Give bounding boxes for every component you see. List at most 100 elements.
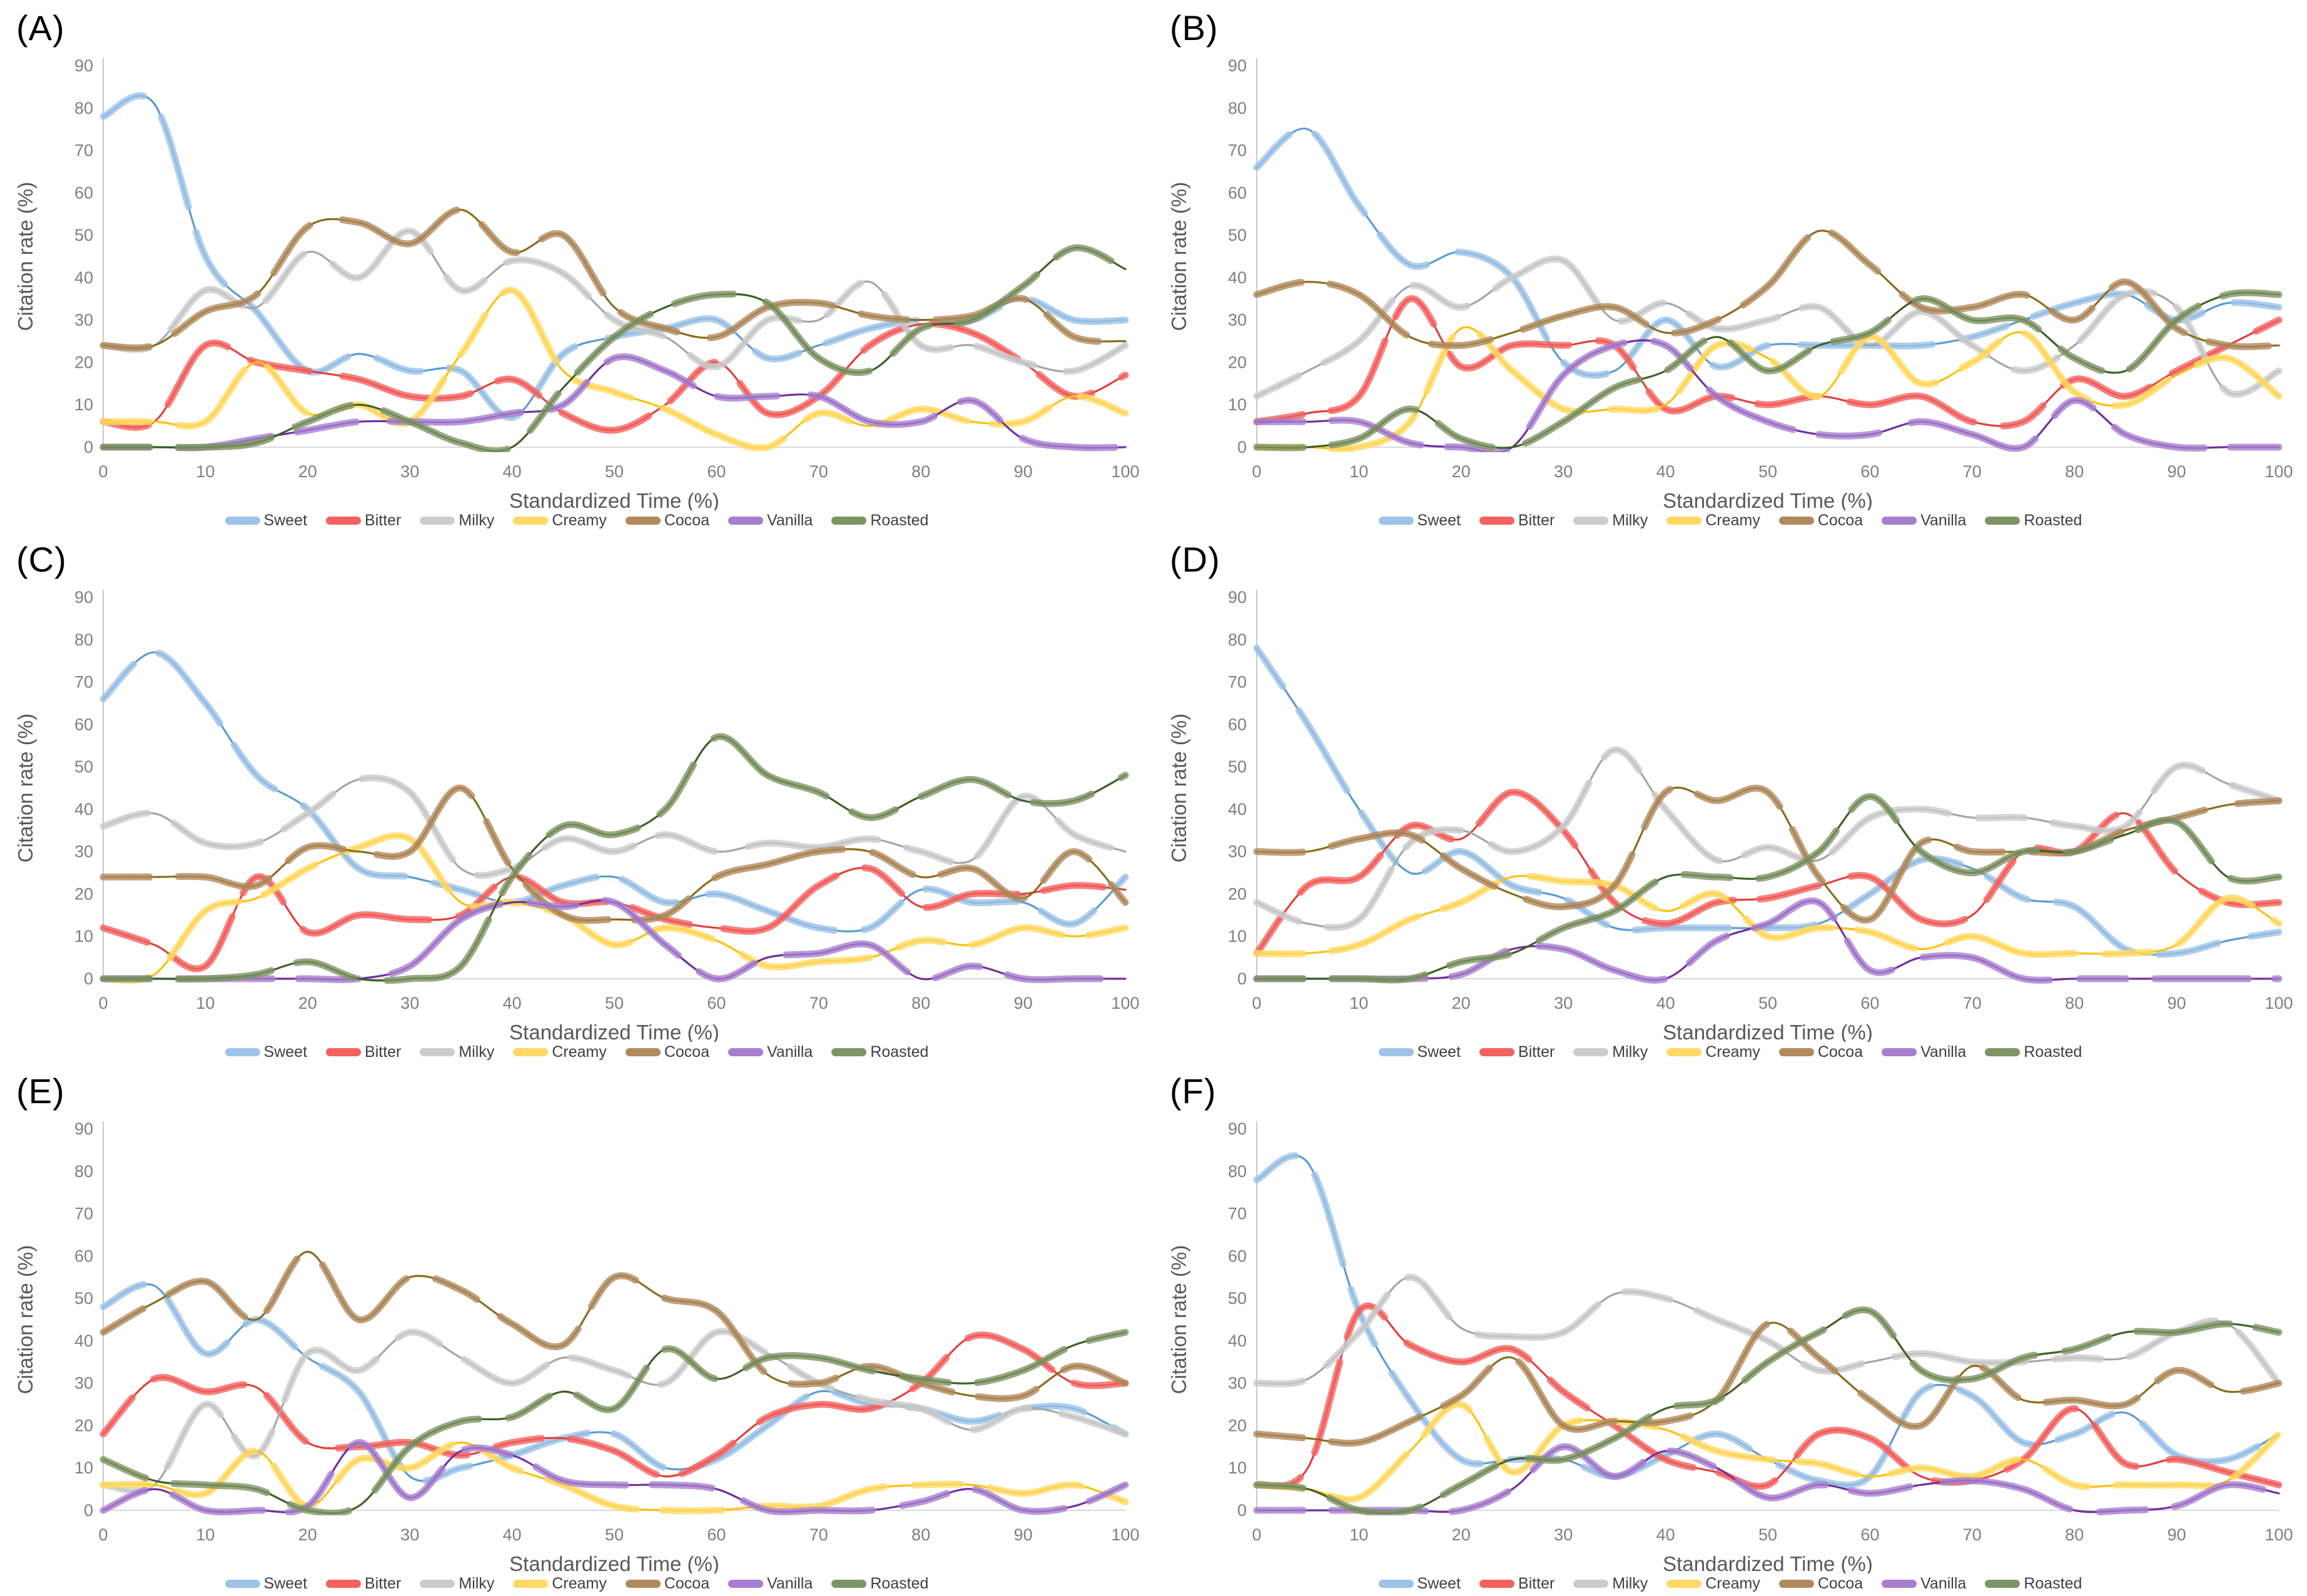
legend-item-creamy: Creamy [1666, 1043, 1760, 1061]
series-highlight-vanilla [1253, 897, 2283, 984]
x-tick-label: 100 [2264, 994, 2293, 1013]
legend-a: Sweet Bitter Milky Creamy Cocoa Vanilla Roaste… [0, 510, 1154, 530]
legend-label-sweet: Sweet [263, 1043, 308, 1061]
legend-swatch-cocoa [625, 1579, 661, 1588]
y-tick-label: 10 [74, 1458, 93, 1477]
y-tick-label: 90 [74, 1119, 93, 1138]
y-tick-label: 70 [74, 673, 93, 692]
legend-item-sweet: Sweet [225, 512, 307, 530]
legend-label-cocoa: Cocoa [1817, 1043, 1863, 1061]
series-line-milky [1255, 1276, 2280, 1385]
y-tick-label: 80 [74, 99, 93, 118]
y-tick-label: 40 [1228, 1331, 1247, 1350]
panel-c: (C) 0 10 20 30 40 50 60 70 80 90 0 10 20 30 40 50 60 70 80… [0, 532, 1154, 1063]
legend-label-sweet: Sweet [1417, 1574, 1461, 1592]
legend-label-milky: Milky [459, 1574, 495, 1592]
x-tick-label: 80 [911, 1525, 930, 1544]
legend-swatch-roasted [1985, 1579, 2021, 1588]
legend-label-creamy: Creamy [552, 511, 607, 529]
legend-swatch-milky [420, 1579, 455, 1588]
legend-swatch-vanilla [728, 516, 764, 525]
legend-item-sweet: Sweet [225, 1043, 307, 1061]
line-chart-a: 0 10 20 30 40 50 60 70 80 90 0 10 20 30 40 50 60 70 80 90 10… [14, 56, 1140, 510]
x-axis-title: Standardized Time (%) [1663, 489, 1873, 510]
y-tick-label: 30 [74, 311, 93, 330]
legend-label-milky: Milky [459, 511, 495, 529]
series-line-milky [102, 230, 1127, 373]
series-highlight-cocoa [99, 784, 1129, 924]
legend-label-bitter: Bitter [365, 1043, 402, 1061]
legend-label-cocoa: Cocoa [664, 511, 710, 529]
legend-label-roasted: Roasted [2024, 511, 2082, 529]
y-tick-label: 30 [74, 1374, 93, 1393]
legend-item-milky: Milky [420, 1043, 494, 1061]
legend-item-vanilla: Vanilla [728, 1043, 813, 1061]
y-axis-title: Citation rate (%) [1167, 182, 1190, 331]
legend-swatch-sweet [225, 1579, 260, 1588]
x-tick-label: 20 [298, 994, 317, 1013]
y-tick-label: 20 [74, 1416, 93, 1435]
legend-item-roasted: Roasted [831, 1575, 928, 1593]
y-tick-label: 50 [1228, 1289, 1247, 1308]
x-tick-label: 60 [1860, 1525, 1879, 1544]
x-tick-label: 100 [2264, 1525, 2293, 1544]
legend-swatch-milky [420, 516, 455, 525]
x-tick-label: 70 [809, 462, 828, 481]
legend-swatch-roasted [831, 1579, 867, 1588]
series-highlight-cocoa [1253, 227, 2283, 350]
legend-label-cocoa: Cocoa [664, 1574, 710, 1592]
series-highlight-bitter [99, 1331, 1129, 1480]
series-line-roasted [102, 246, 1127, 452]
x-tick-label: 90 [2168, 462, 2186, 481]
y-tick-label: 80 [74, 1162, 93, 1181]
y-tick-label: 40 [1228, 800, 1247, 819]
y-tick-label: 50 [1228, 226, 1247, 245]
y-tick-label: 10 [1228, 927, 1247, 946]
legend-label-creamy: Creamy [552, 1043, 607, 1061]
panel-label-e: (E) [16, 1071, 65, 1111]
legend-item-cocoa: Cocoa [625, 1574, 710, 1593]
y-tick-label: 80 [74, 630, 93, 649]
series-highlight-milky [1253, 1273, 2283, 1388]
x-tick-label: 90 [1014, 1525, 1033, 1544]
y-tick-label: 30 [1228, 1374, 1247, 1393]
x-tick-label: 60 [1860, 994, 1879, 1013]
legend-label-milky: Milky [459, 1043, 495, 1061]
legend-item-vanilla: Vanilla [728, 512, 813, 530]
legend-label-bitter: Bitter [1518, 511, 1555, 529]
legend-item-milky: Milky [1573, 1043, 1648, 1061]
x-tick-label: 10 [1349, 994, 1368, 1013]
legend-swatch-roasted [831, 1048, 867, 1056]
legend-swatch-vanilla [1882, 516, 1917, 525]
legend-label-milky: Milky [1612, 511, 1648, 529]
x-tick-label: 40 [1656, 1525, 1675, 1544]
x-tick-label: 100 [1111, 462, 1139, 481]
legend-swatch-bitter [1479, 1048, 1515, 1056]
x-tick-label: 100 [1111, 1525, 1139, 1544]
x-tick-label: 100 [2264, 462, 2293, 481]
x-tick-label: 10 [196, 1525, 215, 1544]
x-tick-label: 30 [400, 1525, 419, 1544]
x-tick-label: 80 [2065, 462, 2084, 481]
x-tick-label: 50 [605, 462, 624, 481]
panel-label-c: (C) [16, 540, 67, 579]
y-tick-label: 60 [1228, 715, 1247, 734]
legend-label-sweet: Sweet [1417, 511, 1461, 529]
legend-item-roasted: Roasted [1985, 1043, 2082, 1061]
series-highlight-creamy [1253, 872, 2283, 958]
x-tick-label: 30 [1554, 994, 1573, 1013]
legend-swatch-cocoa [1778, 1579, 1814, 1588]
legend-label-roasted: Roasted [2024, 1574, 2082, 1592]
x-tick-label: 60 [707, 1525, 726, 1544]
x-axis-title: Standardized Time (%) [1663, 1021, 1873, 1042]
x-tick-label: 40 [503, 1525, 522, 1544]
series-highlight-roasted [1253, 793, 2283, 984]
legend-item-sweet: Sweet [1378, 1043, 1461, 1061]
legend-swatch-creamy [513, 516, 549, 525]
y-tick-label: 20 [1228, 353, 1247, 371]
legend-item-creamy: Creamy [1666, 1575, 1760, 1593]
x-tick-label: 70 [1963, 994, 1982, 1013]
legend-swatch-roasted [831, 516, 867, 525]
legend-label-vanilla: Vanilla [1920, 1574, 1967, 1592]
x-tick-label: 50 [605, 1525, 624, 1544]
